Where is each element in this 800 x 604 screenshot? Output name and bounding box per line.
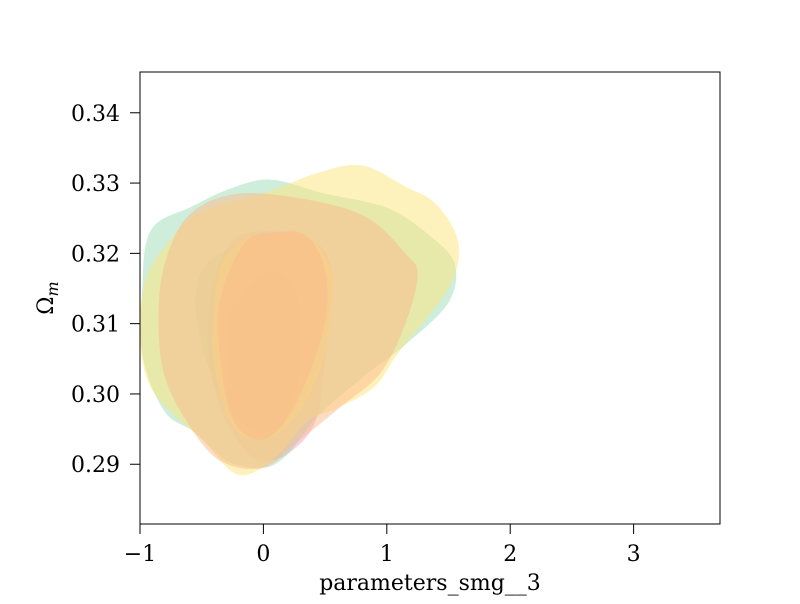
ticks-layer: −1 0 1 2 3 0.29 0.30 0.31 0.32 0.33 0.34 — [71, 102, 641, 567]
y-axis-label-subscript: m — [43, 281, 62, 296]
y-tick-label: 0.30 — [71, 383, 120, 408]
y-tick-label: 0.31 — [71, 313, 120, 338]
y-tick-label: 0.33 — [71, 172, 120, 197]
contour-4-68pct — [217, 231, 328, 440]
y-tick-label: 0.32 — [71, 242, 120, 267]
x-tick-label: 3 — [627, 542, 641, 567]
y-tick-label: 0.29 — [71, 453, 120, 478]
x-tick-label: 2 — [503, 542, 517, 567]
y-axis-label: Ωm — [34, 281, 62, 314]
x-tick-label: 1 — [380, 542, 394, 567]
contour-series-4 — [158, 193, 418, 470]
x-tick-label: −1 — [124, 542, 156, 567]
plot-frame — [139, 71, 721, 525]
y-tick-label: 0.34 — [71, 102, 120, 127]
x-axis-label: parameters_smg__3 — [319, 571, 541, 596]
x-tick-label: 0 — [256, 542, 270, 567]
contour-layer — [140, 164, 460, 476]
y-axis-label-main: Ω — [34, 296, 59, 314]
